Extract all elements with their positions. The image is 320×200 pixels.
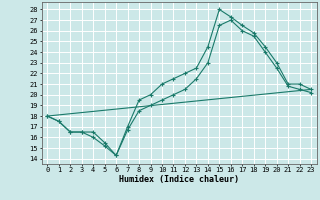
- X-axis label: Humidex (Indice chaleur): Humidex (Indice chaleur): [119, 175, 239, 184]
